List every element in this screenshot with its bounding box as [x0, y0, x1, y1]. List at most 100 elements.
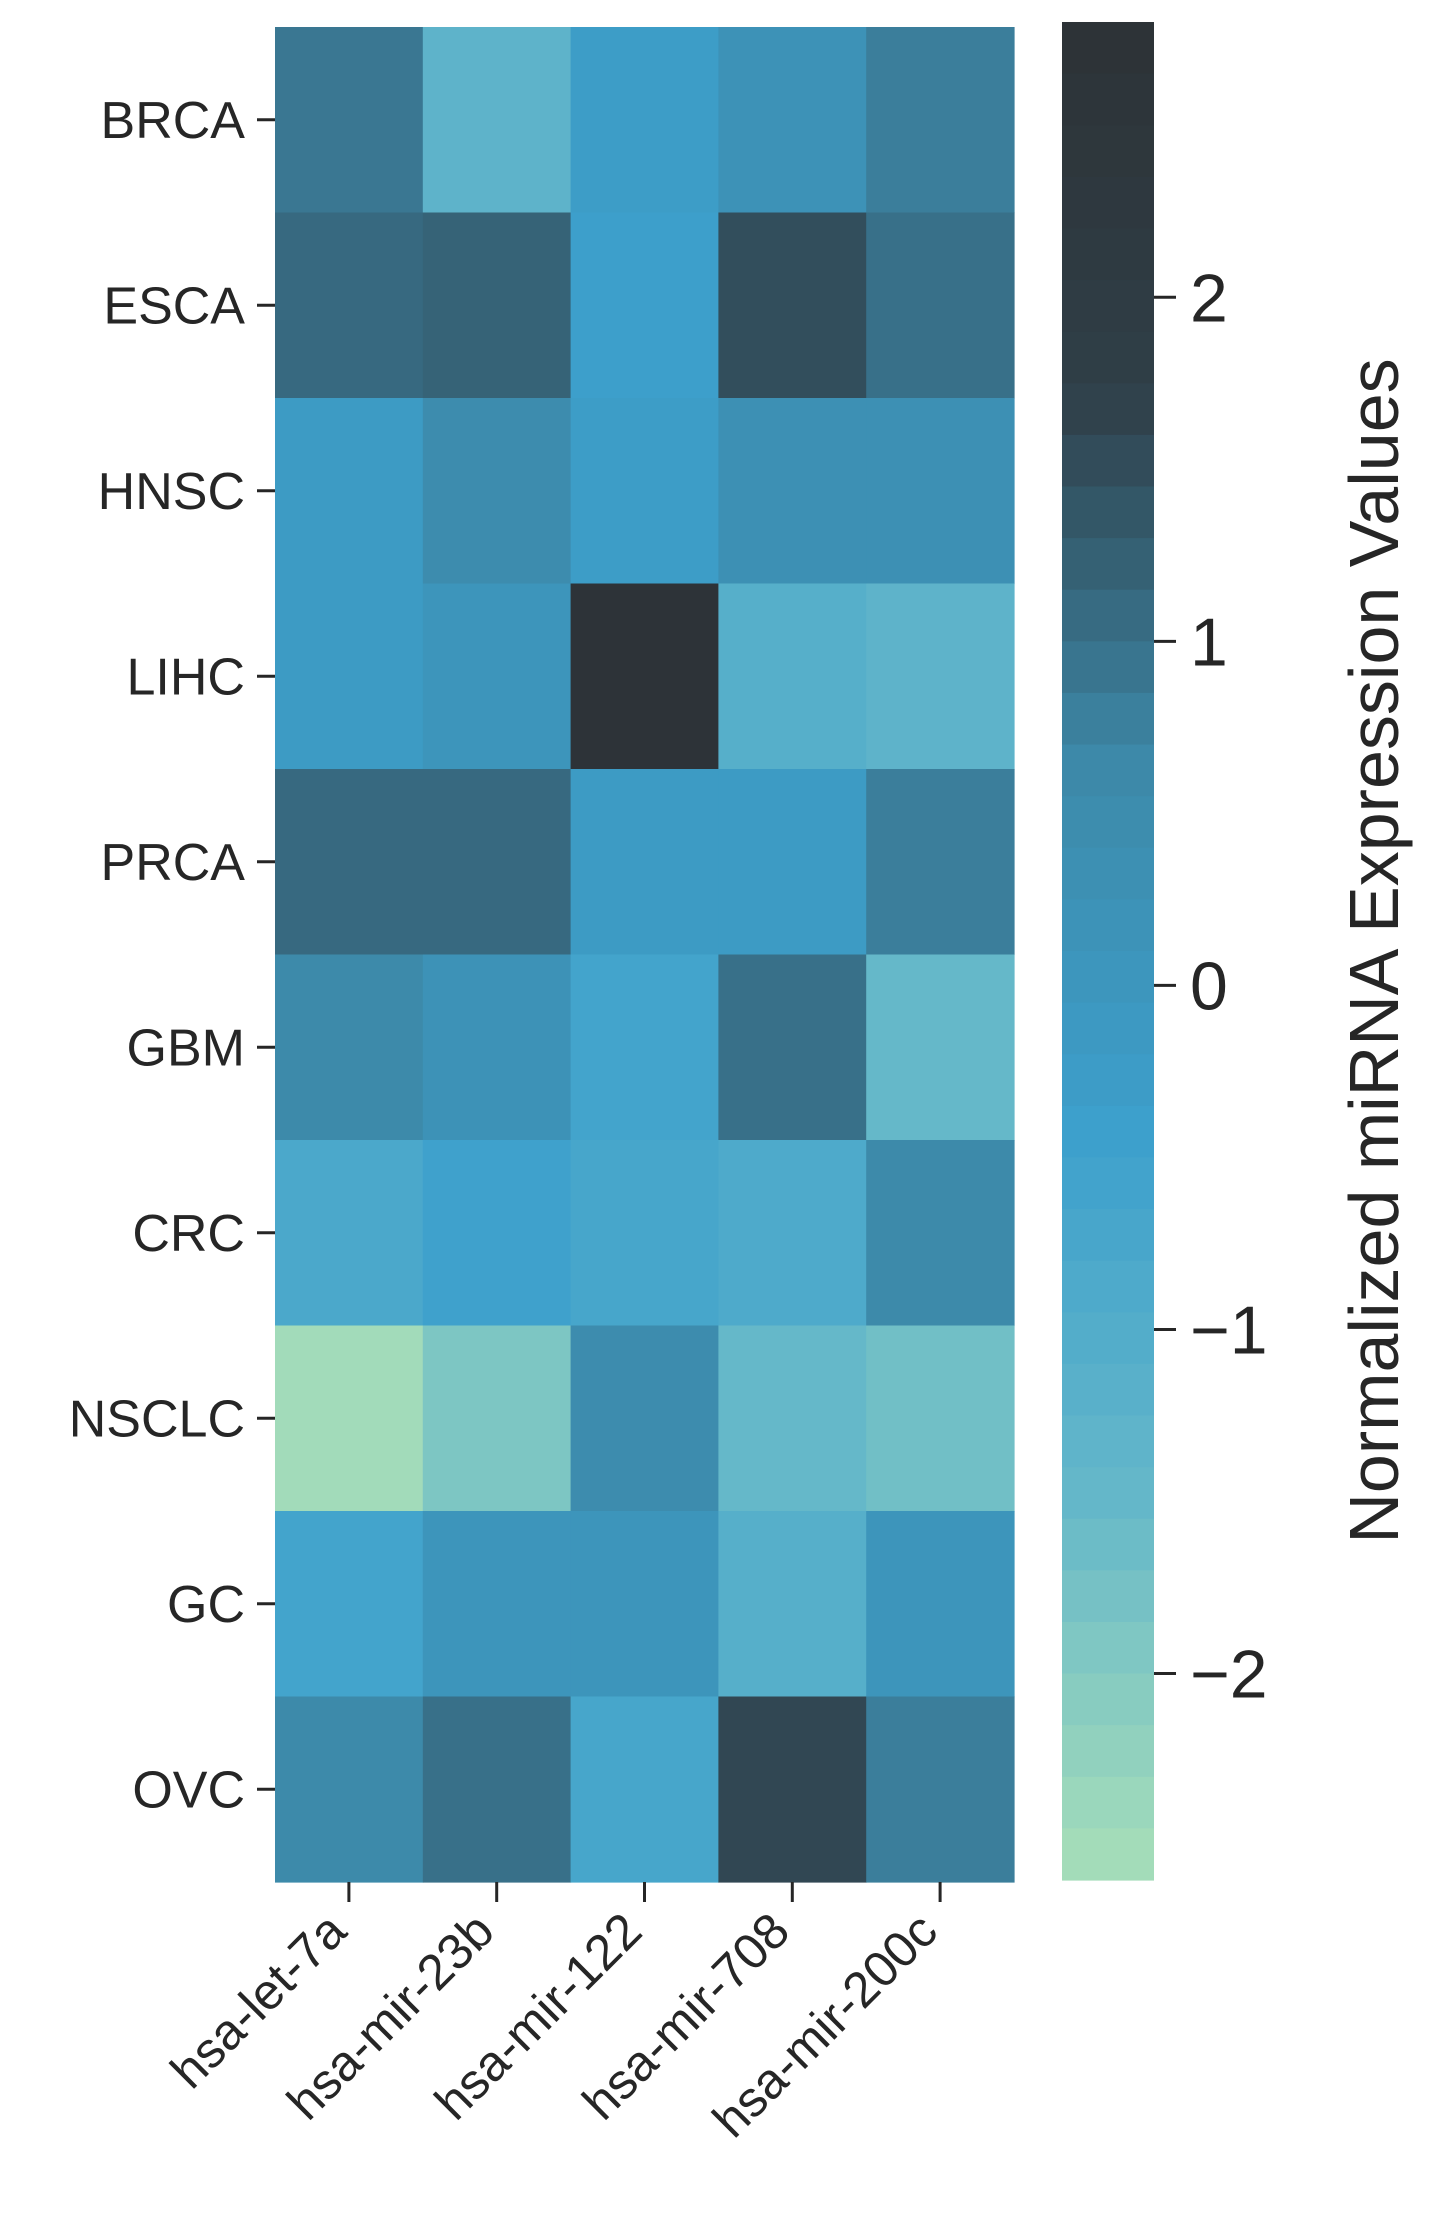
heatmap-cell-lihc-hsa-mir-200c [866, 583, 1015, 770]
colorbar-band [1062, 1776, 1154, 1829]
colorbar-band [1062, 951, 1154, 1004]
heatmap-cell-crc-hsa-let-7a [275, 1140, 424, 1327]
heatmap-cells [275, 27, 1015, 1883]
heatmap-cell-lihc-hsa-mir-708 [718, 583, 867, 770]
heatmap-cell-gc-hsa-mir-122 [570, 1511, 719, 1698]
colorbar-band [1062, 1415, 1154, 1468]
heatmap-cell-nsclc-hsa-mir-122 [570, 1325, 719, 1512]
colorbar-band [1062, 1157, 1154, 1210]
heatmap-cell-prca-hsa-mir-122 [570, 769, 719, 956]
row-label-prca: PRCA [101, 834, 246, 892]
colorbar-band [1062, 486, 1154, 539]
column-labels: hsa-let-7ahsa-mir-23bhsa-mir-122hsa-mir-… [160, 1902, 948, 2148]
colorbar-band [1062, 1002, 1154, 1055]
colorbar-band [1062, 1725, 1154, 1778]
heatmap-cell-nsclc-hsa-mir-708 [718, 1325, 867, 1512]
colorbar-band [1062, 1209, 1154, 1262]
row-tick-marks [257, 118, 275, 1791]
colorbar-band [1062, 1260, 1154, 1313]
heatmap-cell-hnsc-hsa-mir-23b [422, 398, 572, 585]
heatmap-cell-gbm-hsa-mir-200c [866, 954, 1015, 1141]
heatmap-cell-ovc-hsa-let-7a [275, 1696, 424, 1883]
colorbar-band [1062, 692, 1154, 746]
heatmap-cell-gbm-hsa-mir-708 [718, 954, 867, 1141]
heatmap-cell-gc-hsa-let-7a [275, 1511, 424, 1698]
column-tick-marks [347, 1882, 942, 1902]
heatmap-cell-lihc-hsa-mir-23b [422, 583, 572, 770]
colorbar-band [1062, 1828, 1154, 1881]
heatmap-cell-ovc-hsa-mir-200c [866, 1696, 1015, 1883]
colorbar-band [1062, 1570, 1154, 1623]
heatmap-cell-lihc-hsa-mir-122 [570, 583, 719, 770]
heatmap-cell-brca-hsa-let-7a [275, 27, 424, 214]
row-label-nsclc: NSCLC [69, 1390, 245, 1448]
colorbar-band [1062, 1673, 1154, 1726]
row-label-hnsc: HNSC [98, 463, 245, 521]
heatmap-cell-brca-hsa-mir-122 [570, 27, 719, 214]
colorbar-band [1062, 1467, 1154, 1520]
heatmap-cell-lihc-hsa-let-7a [275, 583, 424, 770]
heatmap-cell-gc-hsa-mir-200c [866, 1511, 1015, 1698]
heatmap-cell-gbm-hsa-mir-122 [570, 954, 719, 1141]
colorbar-band [1062, 1621, 1154, 1675]
heatmap-cell-crc-hsa-mir-708 [718, 1140, 867, 1327]
colorbar-label: Normalized miRNA Expression Values [1335, 358, 1413, 1543]
heatmap-cell-crc-hsa-mir-122 [570, 1140, 719, 1327]
colorbar-band [1062, 1054, 1154, 1107]
colorbar-tick-label: −1 [1190, 1292, 1268, 1368]
colorbar-band [1062, 125, 1154, 178]
row-label-brca: BRCA [101, 92, 246, 150]
colorbar-band [1062, 641, 1154, 694]
colorbar-tick-label: 1 [1190, 604, 1228, 680]
row-label-gbm: GBM [127, 1019, 245, 1077]
row-label-lihc: LIHC [127, 648, 245, 706]
heatmap-cell-crc-hsa-mir-200c [866, 1140, 1015, 1327]
heatmap-cell-esca-hsa-let-7a [275, 212, 424, 399]
row-label-crc: CRC [132, 1205, 245, 1263]
heatmap-cell-prca-hsa-mir-708 [718, 769, 867, 956]
heatmap-cell-prca-hsa-mir-23b [422, 769, 572, 956]
heatmap-cell-hnsc-hsa-mir-122 [570, 398, 719, 585]
heatmap-cell-brca-hsa-mir-23b [422, 27, 572, 214]
heatmap-cell-gc-hsa-mir-23b [422, 1511, 572, 1698]
colorbar-tick-label: 0 [1190, 948, 1228, 1024]
colorbar-band [1062, 899, 1154, 952]
heatmap-cell-crc-hsa-mir-23b [422, 1140, 572, 1327]
heatmap-cell-ovc-hsa-mir-708 [718, 1696, 867, 1883]
row-label-gc: GC [167, 1576, 245, 1634]
heatmap-cell-brca-hsa-mir-200c [866, 27, 1015, 214]
heatmap-cell-esca-hsa-mir-122 [570, 212, 719, 399]
heatmap-cell-gbm-hsa-let-7a [275, 954, 424, 1141]
colorbar-band [1062, 228, 1154, 281]
heatmap-cell-esca-hsa-mir-708 [718, 212, 867, 399]
colorbar-band [1062, 331, 1154, 384]
colorbar-tick-label: 2 [1190, 260, 1228, 336]
row-label-esca: ESCA [103, 277, 245, 335]
row-label-ovc: OVC [132, 1761, 245, 1819]
colorbar-band [1062, 176, 1154, 230]
heatmap-cell-ovc-hsa-mir-23b [422, 1696, 572, 1883]
colorbar-band [1062, 589, 1154, 642]
heatmap-cell-ovc-hsa-mir-122 [570, 1696, 719, 1883]
colorbar-band [1062, 434, 1154, 488]
heatmap-cell-esca-hsa-mir-23b [422, 212, 572, 399]
colorbar-band [1062, 383, 1154, 436]
colorbar-band [1062, 1518, 1154, 1571]
colorbar-ticks: 2 1 0 −1 −2 [1154, 260, 1268, 1713]
heatmap-cell-hnsc-hsa-let-7a [275, 398, 424, 585]
heatmap-cell-gbm-hsa-mir-23b [422, 954, 572, 1141]
colorbar-band [1062, 22, 1154, 75]
row-labels: BRCA ESCA HNSC LIHC PRCA GBM CRC NSCLC GC OVC [69, 92, 246, 1820]
colorbar-tick-label: −2 [1190, 1637, 1268, 1713]
heatmap-cell-gc-hsa-mir-708 [718, 1511, 867, 1698]
colorbar-band [1062, 538, 1154, 591]
heatmap-cell-hnsc-hsa-mir-200c [866, 398, 1015, 585]
colorbar-band [1062, 280, 1154, 333]
colorbar-band [1062, 744, 1154, 797]
colorbar [1062, 22, 1154, 1881]
colorbar-band [1062, 1363, 1154, 1417]
heatmap-cell-prca-hsa-let-7a [275, 769, 424, 956]
colorbar-band [1062, 1105, 1154, 1159]
heatmap-cell-brca-hsa-mir-708 [718, 27, 867, 214]
